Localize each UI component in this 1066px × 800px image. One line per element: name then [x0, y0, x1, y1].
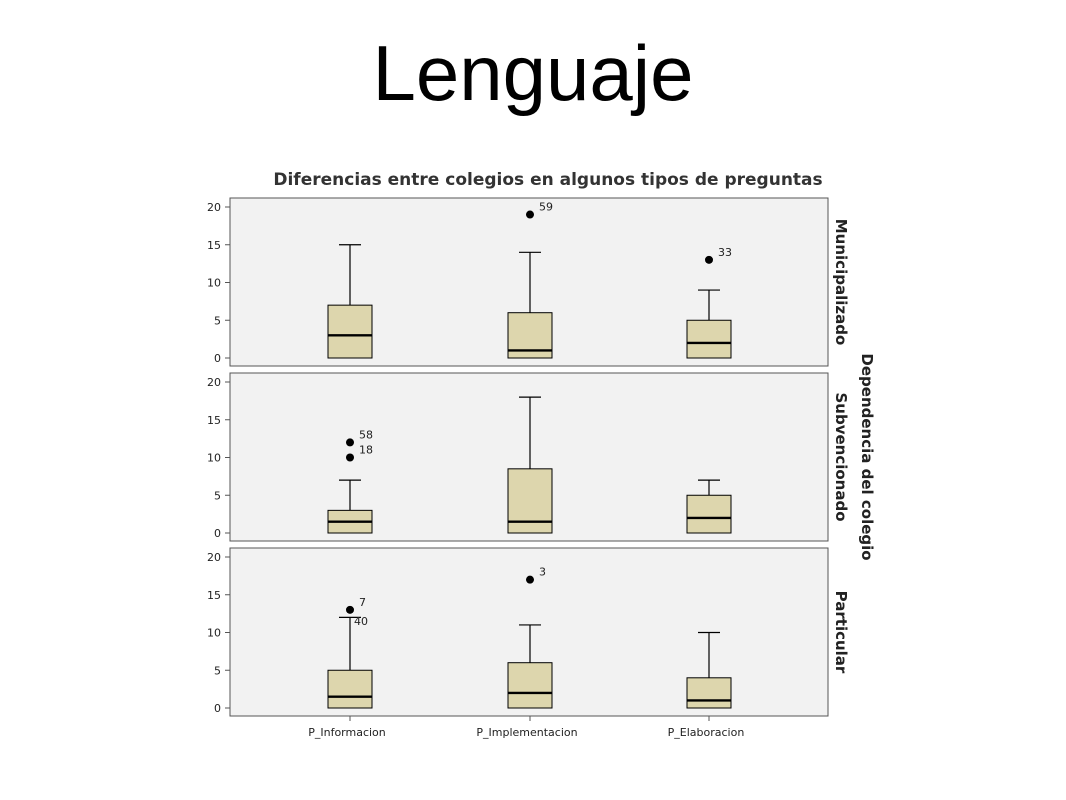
outlier-point — [526, 575, 534, 584]
x-tick-label: P_Informacion — [308, 726, 386, 739]
box — [686, 319, 732, 359]
outlier-point — [346, 438, 354, 447]
y-tick-label: 5 — [214, 489, 221, 502]
x-tick-label: P_Elaboracion — [668, 726, 745, 739]
y-tick-label: 15 — [207, 414, 221, 427]
panel-strip-label: Particular — [832, 591, 850, 674]
panel-strip-label: Municipalizado — [832, 219, 850, 346]
outlier-label: 7 — [359, 596, 366, 609]
y-tick-label: 0 — [214, 702, 221, 715]
box — [686, 494, 732, 534]
outlier-label: 3 — [539, 566, 546, 579]
outlier-label: 58 — [359, 428, 373, 441]
y-tick-label: 10 — [207, 627, 221, 640]
y-tick-label: 15 — [207, 589, 221, 602]
outlier-point — [705, 255, 713, 264]
box — [686, 677, 732, 709]
y-tick-label: 0 — [214, 527, 221, 540]
y-tick-label: 5 — [214, 664, 221, 677]
y-tick-label: 20 — [207, 376, 221, 389]
facet-axis-label: Dependencia del colegio — [858, 353, 876, 560]
outlier-label: 59 — [539, 201, 553, 214]
box — [327, 669, 373, 709]
y-tick-label: 5 — [214, 314, 221, 327]
y-tick-label: 10 — [207, 277, 221, 290]
box — [327, 304, 373, 359]
plot-area: 0 5 10 15 20 Municipalizado 59 33 0 5 10 15 20 Subven… — [207, 197, 876, 739]
outlier-point — [346, 605, 354, 614]
y-tick-label: 10 — [207, 452, 221, 465]
y-tick-label: 20 — [207, 201, 221, 214]
y-tick-label: 15 — [207, 239, 221, 252]
outlier-point — [346, 453, 354, 462]
outlier-point — [526, 210, 534, 219]
outlier-label: 18 — [359, 444, 373, 457]
box — [507, 468, 553, 534]
y-tick-label: 20 — [207, 551, 221, 564]
chart-title: Diferencias entre colegios en algunos ti… — [273, 170, 822, 190]
slide-title: Lenguaje — [372, 29, 694, 117]
x-tick-label: P_Implementacion — [476, 726, 577, 739]
outlier-label: 40 — [354, 615, 368, 628]
y-tick-label: 0 — [214, 352, 221, 365]
box — [507, 662, 553, 709]
outlier-label: 33 — [718, 246, 732, 259]
panel-strip-label: Subvencionado — [832, 392, 850, 521]
